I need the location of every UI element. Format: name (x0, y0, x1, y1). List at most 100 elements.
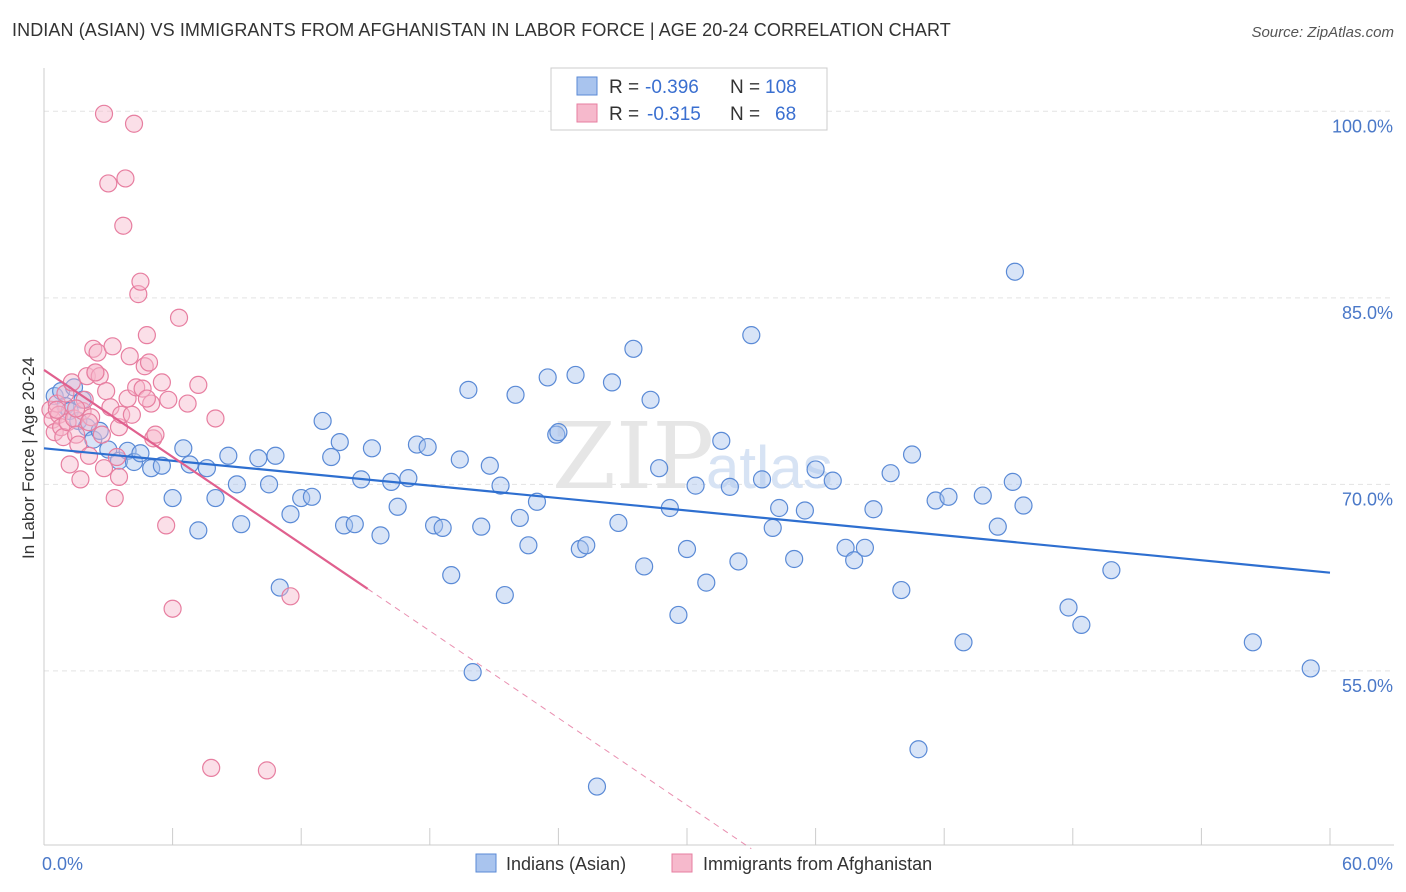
point-indians-78 (712, 431, 731, 450)
bottom-legend-label-afghanistan: Immigrants from Afghanistan (703, 854, 932, 874)
point-indians-76 (686, 476, 705, 495)
point-indians-53 (480, 456, 499, 475)
point-indians-35 (330, 432, 349, 452)
point-indians-84 (770, 498, 789, 518)
bottom-legend-label-indians: Indians (Asian) (506, 854, 626, 874)
point-indians-57 (510, 508, 529, 528)
point-afghanistan-51 (157, 516, 176, 535)
point-indians-77 (697, 573, 716, 592)
point-indians-55 (495, 585, 514, 605)
point-indians-105 (1059, 598, 1078, 617)
point-indians-23 (219, 446, 238, 465)
point-indians-92 (864, 500, 883, 519)
point-indians-56 (506, 385, 525, 404)
point-indians-62 (549, 423, 568, 442)
bottom-legend-swatch-pink (671, 853, 693, 873)
point-indians-48 (442, 566, 461, 585)
chart-source: Source: ZipAtlas.com (1251, 24, 1394, 41)
point-indians-71 (641, 390, 660, 409)
point-indians-109 (1301, 659, 1320, 678)
axis-layer (43, 68, 1394, 846)
series-legend: Indians (Asian) Immigrants from Afghanis… (475, 853, 932, 874)
point-indians-74 (669, 605, 688, 625)
point-indians-72 (650, 459, 669, 478)
point-indians-32 (302, 487, 322, 506)
legend-n-value-1: 108 (765, 77, 797, 98)
point-indians-63 (566, 365, 585, 385)
point-indians-66 (587, 777, 607, 796)
point-indians-40 (371, 526, 390, 545)
point-afghanistan-67 (137, 389, 156, 408)
point-afghanistan-37 (120, 347, 139, 366)
point-indians-34 (322, 447, 341, 467)
point-indians-16 (152, 456, 171, 475)
point-afghanistan-57 (202, 758, 221, 778)
point-afghanistan-60 (281, 587, 300, 606)
point-indians-95 (902, 445, 922, 464)
point-indians-94 (892, 580, 911, 600)
point-afghanistan-45 (137, 326, 156, 345)
point-indians-91 (855, 538, 874, 557)
grid-layer (44, 110, 1394, 672)
point-afghanistan-26 (97, 382, 116, 401)
point-afghanistan-40 (127, 378, 146, 397)
point-afghanistan-42 (131, 272, 150, 291)
point-indians-39 (362, 439, 382, 458)
y-tick-label-3: 100.0% (1332, 116, 1393, 136)
point-afghanistan-34 (114, 216, 133, 235)
point-indians-52 (472, 517, 491, 536)
point-afghanistan-52 (159, 390, 178, 409)
point-indians-54 (491, 476, 510, 495)
point-indians-87 (806, 460, 825, 479)
point-indians-65 (577, 536, 596, 555)
point-indians-25 (232, 515, 251, 534)
point-afghanistan-64 (47, 400, 66, 419)
point-afghanistan-46 (139, 353, 159, 372)
point-afghanistan-9 (60, 455, 79, 474)
point-indians-70 (635, 557, 654, 576)
point-afghanistan-53 (163, 599, 182, 618)
point-indians-103 (1005, 262, 1025, 281)
point-indians-107 (1102, 561, 1121, 580)
y-axis-label: In Labor Force | Age 20-24 (19, 357, 38, 559)
point-indians-44 (407, 435, 427, 454)
x-tick-label-1: 60.0% (1342, 854, 1393, 874)
point-indians-61 (547, 425, 566, 444)
legend-n-label-1: N = (730, 77, 760, 98)
point-indians-67 (602, 373, 622, 392)
point-indians-37 (345, 515, 364, 534)
trend-line-indians (43, 447, 1331, 574)
point-indians-22 (206, 488, 225, 508)
point-afghanistan-55 (178, 394, 197, 413)
y-tick-label-0: 55.0% (1342, 676, 1393, 696)
watermark-zip: ZIP (552, 403, 714, 510)
point-afghanistan-29 (103, 337, 122, 356)
point-indians-19 (180, 455, 199, 474)
bottom-legend-swatch-blue (475, 853, 497, 873)
point-indians-90 (845, 551, 864, 570)
point-afghanistan-62 (67, 399, 86, 418)
point-indians-28 (266, 446, 285, 465)
legend-swatch-blue (576, 76, 598, 96)
point-indians-42 (388, 497, 407, 516)
point-indians-33 (313, 411, 332, 431)
point-indians-75 (677, 539, 697, 559)
point-indians-50 (459, 380, 478, 399)
point-afghanistan-39 (124, 114, 144, 133)
point-indians-81 (742, 326, 761, 345)
point-indians-69 (624, 339, 643, 358)
point-indians-86 (795, 501, 814, 520)
point-afghanistan-49 (146, 425, 165, 444)
trend-layer (43, 369, 1331, 850)
legend-r-label-1: R = (609, 77, 639, 98)
point-afghanistan-18 (79, 446, 99, 465)
tick-label-layer: 55.0% 70.0% 85.0% 100.0% 0.0% 60.0% (42, 116, 1393, 874)
point-indians-45 (418, 437, 437, 457)
point-indians-20 (189, 521, 208, 540)
point-afghanistan-13 (69, 435, 88, 454)
point-indians-98 (939, 487, 958, 506)
point-indians-79 (720, 477, 739, 496)
point-indians-21 (197, 459, 216, 478)
chart-title: INDIAN (ASIAN) VS IMMIGRANTS FROM AFGHAN… (12, 20, 951, 40)
